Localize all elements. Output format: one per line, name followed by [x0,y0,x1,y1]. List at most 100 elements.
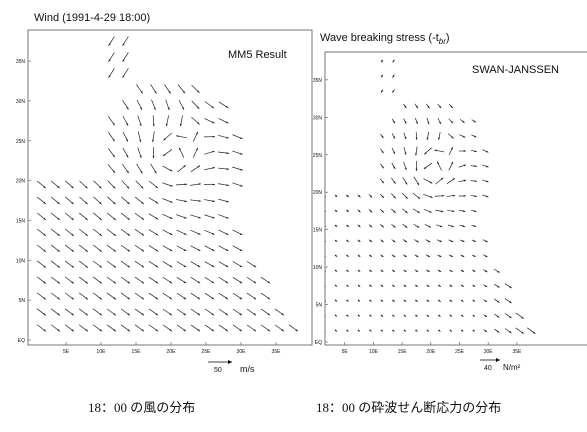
vector-head [440,210,444,213]
vector-head [415,284,418,287]
vector-head [113,329,116,332]
vector-head [225,265,229,268]
vector-head [473,225,477,227]
vector-head [474,210,477,212]
vector-head [239,329,243,332]
vector-head [438,269,442,272]
vector-head [404,105,407,109]
vector-head [140,90,143,94]
vector-head [267,329,270,332]
y-tick-label: 10N [16,258,26,264]
vector-head [334,269,338,272]
vector-head [197,165,201,168]
vector-head [381,195,384,198]
vector-head [474,165,477,168]
vector-head [438,299,441,302]
vector-head [57,201,60,205]
panel-label: MM5 Result [228,49,287,61]
vector-head [113,217,116,220]
vector-head [452,210,455,213]
vector-head [169,265,173,268]
vector-head [141,329,144,332]
vector-head [346,239,349,242]
vector-head [112,122,115,126]
vector-head [113,297,116,300]
vector-head [253,297,257,300]
vector-head [403,329,407,332]
vector-head [415,153,418,156]
vector-head [346,284,349,287]
vector-head [334,284,338,287]
vector-head [85,201,88,205]
vector-head [113,186,116,189]
vector-head [155,329,158,332]
y-tick-label: 15N [16,218,26,224]
vector-head [85,217,88,220]
vector-head [415,105,418,109]
vector-head [449,299,453,302]
vector-head [240,168,243,171]
vector-head [154,91,157,94]
vector-head [532,331,536,334]
vector-head [509,315,512,319]
vector-head [197,297,201,300]
vector-head [43,313,46,316]
vector-head [393,166,396,170]
vector-head [521,316,524,319]
vector-head [462,225,466,227]
y-tick-label: 35N [16,59,26,65]
vector-head [381,225,384,228]
vector-head [461,314,464,317]
vector-head [71,297,74,300]
vector-head [417,182,420,186]
vector-head [451,136,454,139]
vector-head [462,240,465,242]
vector-head [169,297,173,300]
vector-head [404,136,407,140]
vector-head [108,59,111,62]
vector-head [43,185,46,189]
vector-head [57,217,60,220]
vector-head [225,232,229,235]
vector-head [212,135,215,138]
vector-head [380,329,384,332]
vector-head [225,297,229,300]
vector-head [226,136,229,139]
vector-head [369,284,372,287]
vector-head [415,299,418,302]
vector-head [141,186,144,189]
title-sub: br [439,37,446,46]
vector-head [392,269,395,272]
vector-head [381,210,384,213]
vector-head [140,107,143,110]
vector-head [71,329,74,332]
vector-head [267,297,271,300]
vector-head [57,329,60,332]
vector-head [403,299,407,302]
vector-head [452,178,455,181]
vector-head [43,249,46,252]
vector-head [461,269,464,272]
vector-head [334,239,338,242]
vector-head [197,248,201,251]
vector-head [325,210,326,212]
scale-value: 50 [214,367,222,374]
vector-head [43,281,46,284]
vector-head [211,281,215,284]
vector-head [358,209,361,213]
vector-head [85,233,88,236]
vector-head [108,75,111,78]
vector-head [403,314,407,317]
vector-head [169,216,173,219]
vector-head [405,196,408,199]
x-tick-label: 20E [167,349,177,355]
vector-head [155,201,159,204]
vector-head [346,254,349,257]
vector-head [438,105,442,109]
vector-head [183,248,187,251]
vector-head [426,299,430,302]
caption: 18：00 の砕波せん断応力の分布 [316,400,501,415]
scale-arrow-head [496,358,500,362]
vector-head [169,313,173,316]
vector-head [85,329,88,332]
